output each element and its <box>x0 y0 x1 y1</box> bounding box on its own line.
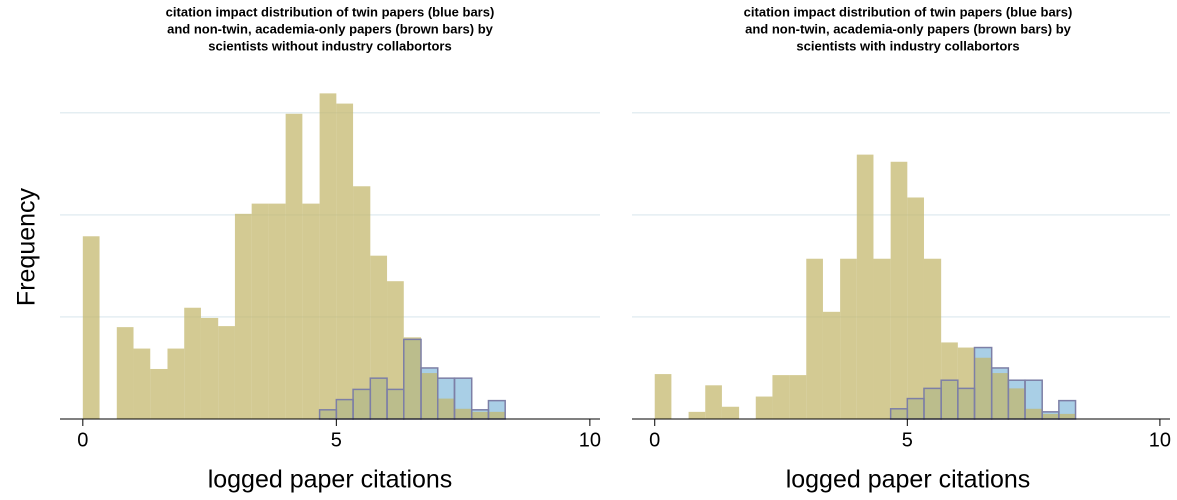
academia-bar <box>721 406 740 419</box>
academia-bar <box>302 203 320 419</box>
chart-title: scientists with industry collabortors <box>796 38 1019 53</box>
academia-bar <box>654 374 672 419</box>
academia-bar <box>840 258 857 419</box>
academia-bar <box>167 348 185 419</box>
academia-bar <box>755 396 773 419</box>
chart-title: scientists without industry collabortors <box>208 38 451 53</box>
y-axis-label: Frequency <box>13 187 41 306</box>
academia-bar <box>437 398 455 419</box>
academia-bar <box>705 385 722 419</box>
x-axis-label: logged paper citations <box>208 466 453 494</box>
academia-bar <box>974 357 992 419</box>
chart-title: and non-twin, academia-only papers (brow… <box>745 21 1072 36</box>
x-tick-label: 0 <box>649 429 660 451</box>
academia-bar <box>789 375 807 419</box>
academia-bar <box>806 258 823 419</box>
academia-bar <box>1042 413 1059 419</box>
academia-bar <box>403 337 422 419</box>
academia-bar <box>319 93 337 419</box>
academia-bar <box>133 348 151 419</box>
academia-bar <box>1008 388 1026 419</box>
academia-bar <box>218 326 235 419</box>
x-tick-label: 0 <box>77 429 88 451</box>
x-tick-label: 5 <box>902 429 913 451</box>
academia-bar <box>336 103 354 419</box>
academia-bar <box>454 408 472 419</box>
academia-bar <box>890 161 908 420</box>
academia-bar <box>1025 408 1043 419</box>
academia-bar <box>82 236 100 419</box>
academia-bar <box>991 373 1009 419</box>
academia-bar <box>370 255 388 419</box>
academia-bar <box>421 373 438 419</box>
academia-bar <box>200 317 219 419</box>
academia-bar <box>1058 413 1076 419</box>
academia-bar <box>251 203 269 419</box>
academia-bar <box>184 307 201 419</box>
academia-bar <box>923 258 942 419</box>
academia-bar <box>353 186 371 419</box>
x-axis-label: logged paper citations <box>786 466 1031 494</box>
academia-bar <box>488 411 506 419</box>
academia-bar <box>387 281 404 419</box>
academia-bar <box>150 368 168 419</box>
x-tick-label: 5 <box>331 429 342 451</box>
academia-bar <box>688 411 706 419</box>
academia-bar <box>285 113 303 420</box>
academia-bar <box>957 347 975 419</box>
academia-bar <box>268 203 286 419</box>
chart-title: citation impact distribution of twin pap… <box>744 4 1073 19</box>
academia-bar <box>822 311 841 419</box>
chart-title: and non-twin, academia-only papers (brow… <box>167 21 494 36</box>
academia-bar <box>856 154 874 419</box>
x-tick-label: 10 <box>579 429 601 451</box>
academia-bar <box>873 258 891 419</box>
academia-bar <box>772 375 790 419</box>
academia-bar <box>234 213 252 419</box>
chart-title: citation impact distribution of twin pap… <box>166 4 495 19</box>
academia-bar <box>116 327 134 419</box>
academia-bar <box>471 411 489 419</box>
x-tick-label: 10 <box>1149 429 1171 451</box>
academia-bar <box>907 197 924 419</box>
